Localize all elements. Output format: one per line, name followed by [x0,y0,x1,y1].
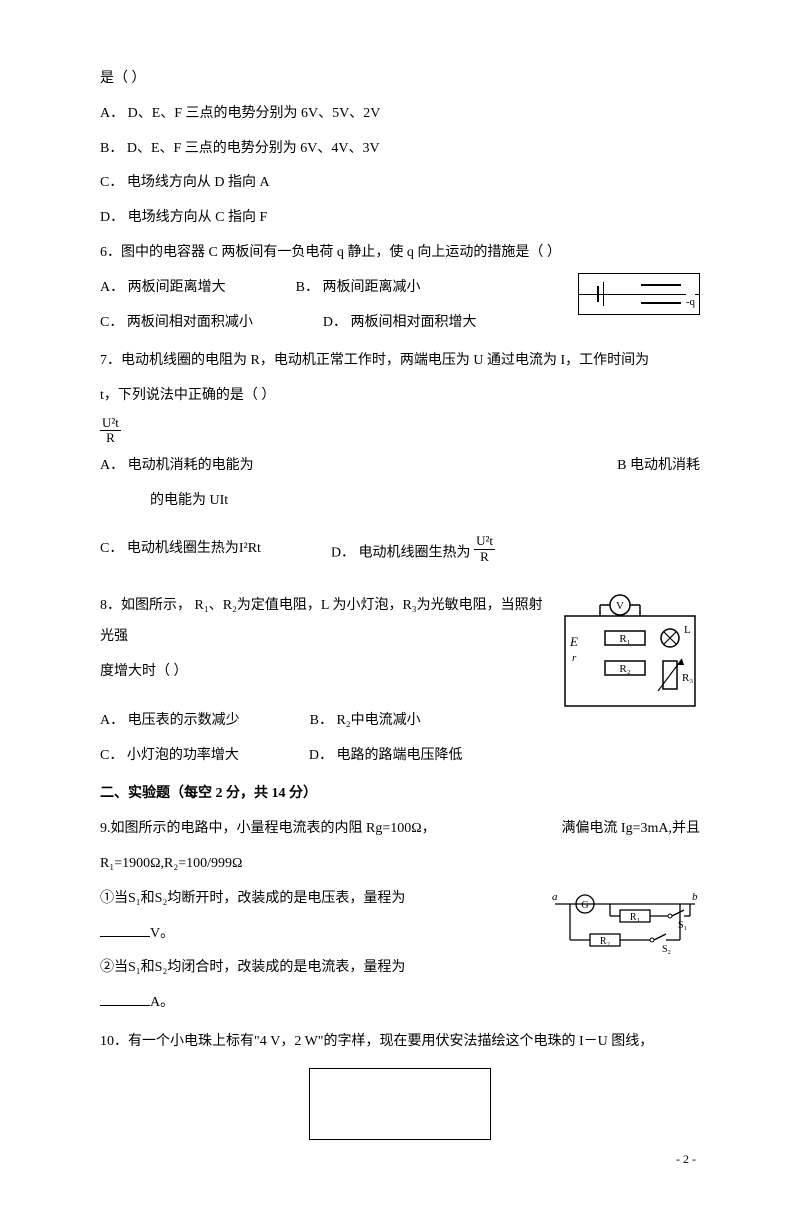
q5-option-d: D． 电场线方向从 C 指向 F [100,203,700,234]
svg-text:a: a [552,891,558,903]
q7-option-d: D． 电动机线圈生热为 [331,546,471,561]
q5-option-b: B． D、E、F 三点的电势分别为 6V、4V、3V [100,134,700,165]
q8-option-d: D． 电路的路端电压降低 [309,741,463,772]
q8-option-b: B． R₂中电流减小 [310,706,421,737]
q8-option-c: C． 小灯泡的功率增大 [100,741,239,772]
footer-answer-box [309,1068,491,1140]
q7-frac1-den: R [100,431,121,445]
page-number: - 2 - [100,1146,700,1172]
svg-text:S₂: S₂ [662,944,671,955]
svg-text:b: b [692,891,698,903]
q7-option-b: B 电动机消耗 [617,451,700,482]
q6-capacitor-diagram: -q [578,273,700,328]
q9-unit1: V。 [150,926,174,941]
svg-text:R₂: R₂ [600,936,610,947]
q8-option-a: A． 电压表的示数减少 [100,706,240,737]
q6-option-d: D． 两板间相对面积增大 [323,308,477,339]
q9-blank1[interactable] [100,924,150,937]
q5-option-a: A． D、E、F 三点的电势分别为 6V、5V、2V [100,99,700,130]
q9-meter-diagram: a b G R₁ S₁ R₂ S₂ [550,884,700,964]
q6-option-a: A． 两板间距离增大 [100,273,226,304]
q6-charge-label: -q [686,290,695,314]
q7-c-expr: I²Rt [239,541,261,556]
q9-stem1a: 9.如图所示的电路中，小量程电流表的内阻 Rg=100Ω， [100,814,436,845]
q6-stem: 6．图中的电容器 C 两板间有一负电荷 q 静止，使 q 向上运动的措施是（ ） [100,238,700,269]
svg-text:V: V [616,600,624,612]
q7-frac2-den: R [474,550,495,564]
q6-option-c: C． 两板间相对面积减小 [100,308,253,339]
q9-blank2-line: A。 [100,988,700,1019]
svg-text:R₃: R₃ [682,672,693,684]
svg-text:r: r [572,652,577,664]
q9-stem2: R₁=1900Ω,R₂=100/999Ω [100,849,700,880]
q5-stem-tail: 是（ ） [100,64,700,95]
q7-option-b2: 的电能为 UIt [150,493,228,508]
q8-circuit-diagram: V R₁ R₂ L R₃ E r [560,591,700,711]
q7-stem1: 7．电动机线圈的电阻为 R，电动机正常工作时，两端电压为 U 通过电流为 I，工… [100,346,700,377]
svg-text:E: E [569,634,578,649]
q6-option-b: B． 两板间距离减小 [296,273,421,304]
q9-blank2[interactable] [100,993,150,1006]
q7-stem2: t，下列说法中正确的是（ ） [100,381,700,412]
section2-title: 二、实验题（每空 2 分，共 14 分） [100,779,700,810]
q7-frac2-num: U²t [474,534,495,549]
q7-option-a: A． 电动机消耗的电能为 [100,451,254,482]
q10-stem: 10．有一个小电珠上标有"4 V，2 W"的字样，现在要用伏安法描绘这个电珠的 … [100,1027,700,1058]
svg-text:L: L [684,624,691,636]
q7-frac1-num: U²t [100,416,121,431]
q5-option-c: C． 电场线方向从 D 指向 A [100,168,700,199]
svg-text:G: G [581,900,588,911]
q7-option-c: C． 电动机线圈生热为 [100,541,239,556]
q9-stem1b: 满偏电流 Ig=3mA,并且 [561,814,700,845]
svg-text:R₂: R₂ [619,663,630,675]
svg-text:R₁: R₁ [630,912,640,923]
svg-text:R₁: R₁ [619,633,630,645]
q9-unit2: A。 [150,995,174,1010]
q7-frac-standalone: U²t R [100,416,700,447]
